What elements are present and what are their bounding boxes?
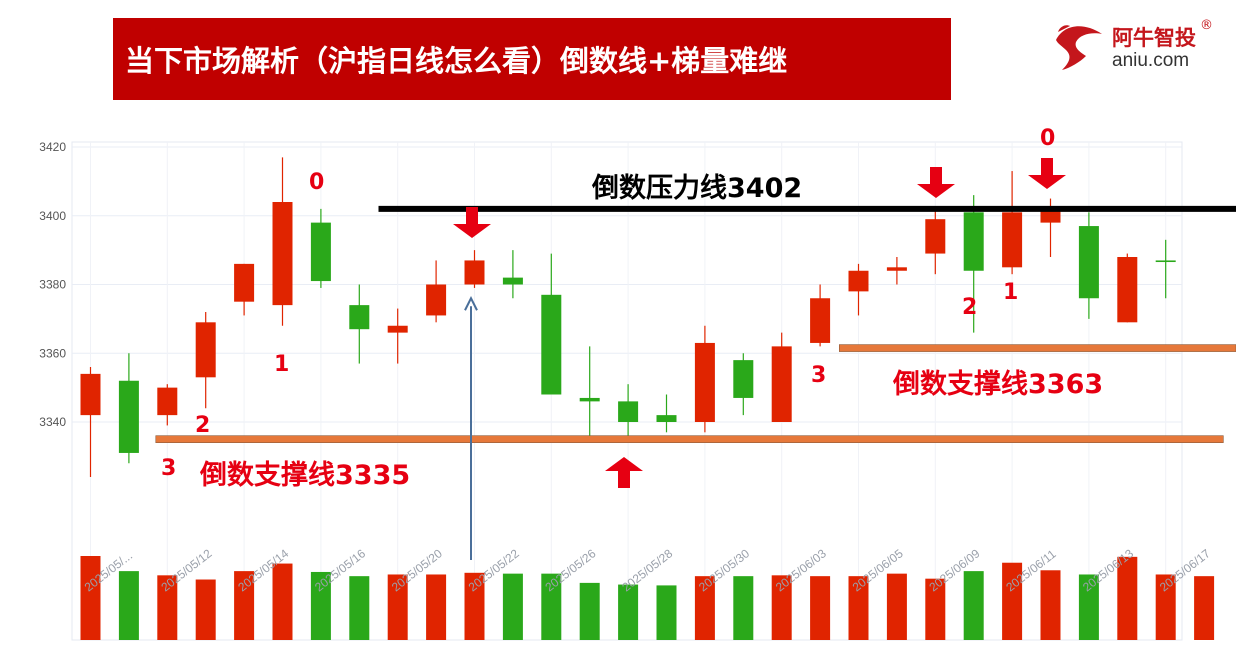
candle-body [694, 342, 715, 422]
y-tick-label: 3380 [39, 278, 66, 292]
brand-logo: 阿牛智投 ® aniu.com [1050, 18, 1225, 78]
page-title: 当下市场解析（沪指日线怎么看）倒数线+梯量难继 [125, 44, 788, 78]
candle-body [771, 346, 792, 422]
candle-body [234, 263, 255, 302]
candle-body [1117, 257, 1138, 323]
y-tick-label: 3340 [39, 415, 66, 429]
volume-bar [195, 579, 216, 640]
candle-body [272, 202, 293, 306]
volume-bar [579, 582, 600, 640]
volume-bar [694, 576, 715, 640]
candle-body [925, 219, 946, 254]
logo-domain: aniu.com [1112, 50, 1190, 71]
resistance-line-label: 倒数压力线3402 [592, 173, 803, 204]
candle-body [579, 397, 600, 402]
title-banner: 当下市场解析（沪指日线怎么看）倒数线+梯量难继 [113, 18, 951, 100]
candle-body [1078, 226, 1099, 299]
logo-name: 阿牛智投 [1112, 26, 1196, 50]
support-line [838, 344, 1236, 352]
volume-bar [1155, 574, 1176, 640]
volume-bar [426, 574, 447, 640]
candle-body [464, 260, 485, 285]
count-label: 2 [962, 295, 978, 320]
candle-body [387, 325, 408, 333]
candle-body [848, 270, 869, 292]
candle-body [618, 401, 639, 422]
y-tick-label: 3420 [39, 140, 66, 154]
volume-bar [80, 556, 101, 640]
candle-body [656, 415, 677, 422]
volume-bar [1040, 570, 1061, 640]
candle-body [80, 373, 101, 416]
volume-bar [848, 576, 869, 640]
down-arrow-icon [1028, 158, 1066, 189]
candle-body [349, 305, 370, 330]
resistance-line [378, 205, 1236, 212]
candle-body [541, 294, 562, 395]
volume-bar [1078, 574, 1099, 640]
candle-body [1002, 212, 1023, 268]
volume-bar [502, 573, 523, 640]
up-arrow-icon [605, 457, 643, 488]
count-label: 1 [1003, 280, 1019, 305]
y-tick-label: 3360 [39, 346, 66, 360]
volume-bar [1194, 576, 1215, 640]
volume-bar [925, 578, 946, 640]
volume-bar [118, 571, 139, 640]
volume-bar [541, 573, 562, 640]
volume-bar [464, 572, 485, 640]
support-line-label-3363: 倒数支撑线3363 [893, 369, 1104, 400]
candle-body [886, 267, 907, 271]
volume-bar [656, 585, 677, 640]
count-label: 2 [195, 413, 211, 438]
count-label: 3 [161, 456, 177, 481]
count-label: 3 [811, 363, 827, 388]
volume-bar [886, 573, 907, 640]
candle-body [118, 380, 139, 453]
bull-logo-icon [1056, 25, 1102, 71]
volume-bar [234, 571, 255, 640]
down-arrow-icon [453, 207, 491, 238]
candle-body [502, 277, 523, 285]
count-label: 0 [309, 170, 325, 195]
candle-body [1040, 208, 1061, 223]
candle-body [310, 222, 331, 282]
candle-body [426, 284, 447, 316]
support-line [155, 435, 1224, 443]
candle-body [157, 387, 178, 416]
candle-body [733, 360, 754, 398]
support-line-label-3335: 倒数支撑线3335 [200, 460, 411, 491]
volume-bar [272, 563, 293, 640]
count-label: 0 [1040, 126, 1056, 151]
logo-registered-mark: ® [1200, 18, 1213, 33]
volume-bar [810, 576, 831, 640]
volume-bar [733, 576, 754, 640]
volume-bar [349, 576, 370, 640]
volume-bar [618, 584, 639, 640]
candle-body [963, 212, 984, 271]
volume-bar [963, 571, 984, 640]
volume-bar [1002, 562, 1023, 640]
count-label: 1 [274, 352, 290, 377]
down-arrow-icon [917, 167, 955, 198]
y-tick-label: 3400 [39, 209, 66, 223]
volume-bar [1117, 556, 1138, 640]
volume-bar [387, 574, 408, 640]
volume-bar [310, 571, 331, 640]
candle-body [1155, 260, 1176, 263]
candle-body [195, 322, 216, 378]
volume-bar [771, 575, 792, 640]
candle-body [810, 298, 831, 343]
pointer-arrow-head [464, 296, 478, 311]
volume-bar [157, 575, 178, 640]
